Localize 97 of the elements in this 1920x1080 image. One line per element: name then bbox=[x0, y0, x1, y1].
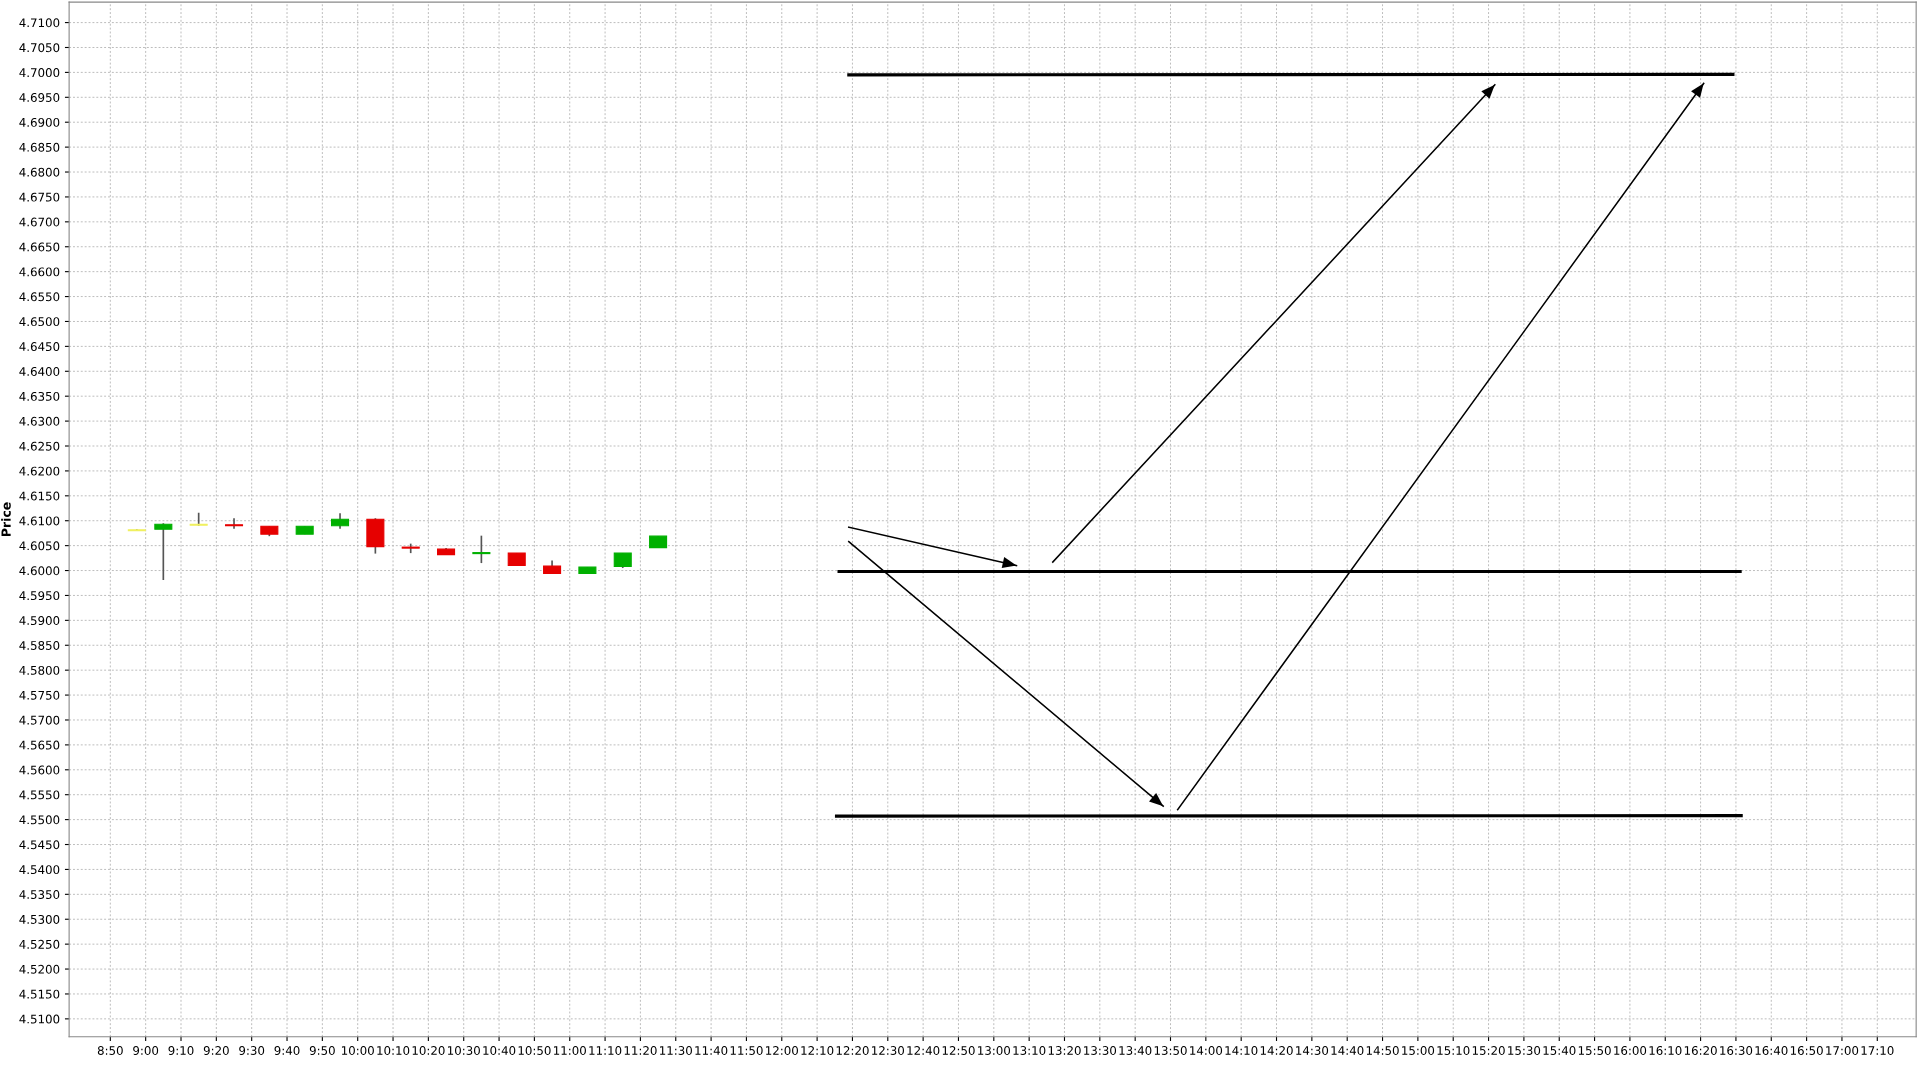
x-tick-label: 12:40 bbox=[907, 1046, 940, 1055]
x-tick-label: 9:50 bbox=[309, 1046, 335, 1055]
x-tick-label: 13:10 bbox=[1013, 1046, 1046, 1055]
y-tick-label: 4.7000 bbox=[19, 68, 60, 78]
y-tick-label: 4.5550 bbox=[19, 790, 60, 800]
candlestick bbox=[472, 534, 491, 564]
y-tick-label: 4.5850 bbox=[19, 640, 60, 650]
y-tick-label: 4.6050 bbox=[19, 541, 60, 551]
y-tick-label: 4.6250 bbox=[19, 441, 60, 451]
y-tick-label: 4.7050 bbox=[19, 43, 60, 53]
y-tick-label: 4.5200 bbox=[19, 964, 60, 974]
y-tick-label: 4.5250 bbox=[19, 939, 60, 949]
y-tick-label: 4.6850 bbox=[19, 142, 60, 152]
y-tick-label: 4.6650 bbox=[19, 242, 60, 252]
x-tick-label: 12:50 bbox=[942, 1046, 975, 1055]
y-tick-label: 4.5500 bbox=[19, 815, 60, 825]
y-tick-label: 4.6550 bbox=[19, 292, 60, 302]
y-tick-label: 4.6950 bbox=[19, 93, 60, 102]
x-tick-label: 15:50 bbox=[1578, 1046, 1611, 1055]
x-tick-label: 15:20 bbox=[1472, 1046, 1505, 1055]
x-tick-label: 16:20 bbox=[1684, 1046, 1717, 1055]
x-tick-label: 12:30 bbox=[872, 1046, 905, 1055]
y-tick-label: 4.6800 bbox=[19, 167, 60, 177]
x-tick-label: 10:30 bbox=[448, 1046, 480, 1055]
y-tick-label: 4.6750 bbox=[19, 192, 60, 202]
y-tick-label: 4.6600 bbox=[19, 267, 60, 277]
x-tick-label: 12:00 bbox=[766, 1046, 798, 1055]
x-tick-label: 14:50 bbox=[1366, 1046, 1399, 1055]
x-tick-label: 15:10 bbox=[1437, 1046, 1470, 1055]
y-tick-label: 4.5450 bbox=[19, 840, 60, 850]
x-tick-label: 15:40 bbox=[1543, 1046, 1576, 1055]
y-tick-label: 4.5350 bbox=[19, 890, 60, 899]
x-tick-label: 16:10 bbox=[1649, 1046, 1682, 1055]
y-tick-label: 4.5100 bbox=[19, 1014, 60, 1024]
x-tick-label: 12:20 bbox=[836, 1046, 869, 1055]
x-tick-label: 16:40 bbox=[1755, 1046, 1788, 1055]
y-tick-label: 4.6500 bbox=[19, 317, 60, 327]
x-tick-label: 14:30 bbox=[1296, 1046, 1329, 1055]
y-tick-label: 4.5750 bbox=[19, 690, 60, 700]
y-tick-label: 4.5600 bbox=[19, 765, 60, 775]
candlestick bbox=[154, 522, 173, 581]
x-tick-label: 10:10 bbox=[377, 1046, 410, 1055]
y-tick-label: 4.6100 bbox=[19, 516, 60, 526]
y-tick-label: 4.5700 bbox=[19, 715, 60, 725]
y-tick-label: 4.6150 bbox=[19, 491, 60, 501]
x-tick-label: 9:20 bbox=[203, 1046, 229, 1055]
x-tick-label: 17:00 bbox=[1826, 1046, 1859, 1055]
x-tick-label: 17:10 bbox=[1861, 1046, 1894, 1055]
x-tick-label: 13:00 bbox=[978, 1046, 1011, 1055]
y-tick-label: 4.5950 bbox=[19, 591, 60, 601]
x-tick-label: 11:10 bbox=[589, 1046, 622, 1055]
x-tick-label: 13:20 bbox=[1048, 1046, 1081, 1055]
x-tick-label: 9:10 bbox=[168, 1046, 194, 1055]
y-tick-label: 4.6300 bbox=[19, 416, 60, 426]
y-tick-label: 4.5400 bbox=[19, 865, 60, 875]
y-tick-label: 4.6350 bbox=[19, 391, 60, 401]
x-tick-label: 10:00 bbox=[341, 1046, 374, 1055]
y-tick-label: 4.7100 bbox=[19, 18, 60, 28]
x-tick-label: 14:00 bbox=[1190, 1046, 1223, 1055]
x-tick-label: 16:00 bbox=[1614, 1046, 1647, 1055]
x-tick-label: 13:50 bbox=[1154, 1046, 1187, 1055]
x-tick-label: 14:40 bbox=[1331, 1046, 1364, 1055]
x-tick-label: 11:20 bbox=[624, 1046, 657, 1055]
y-axis-title: Price bbox=[1, 502, 11, 537]
y-tick-label: 4.6400 bbox=[19, 367, 60, 376]
y-tick-label: 4.5900 bbox=[19, 616, 60, 626]
x-tick-label: 11:50 bbox=[730, 1046, 763, 1055]
y-tick-label: 4.6900 bbox=[19, 117, 60, 127]
y-tick-label: 4.5800 bbox=[19, 665, 60, 675]
x-tick-label: 9:40 bbox=[274, 1046, 300, 1055]
x-tick-label: 11:30 bbox=[660, 1046, 692, 1055]
x-tick-label: 8:50 bbox=[97, 1046, 123, 1055]
candlestick bbox=[189, 511, 208, 527]
x-tick-label: 9:00 bbox=[133, 1046, 159, 1055]
x-tick-label: 14:20 bbox=[1260, 1046, 1293, 1055]
x-tick-label: 16:50 bbox=[1790, 1046, 1823, 1055]
x-tick-label: 13:30 bbox=[1084, 1046, 1117, 1055]
y-tick-label: 4.6200 bbox=[19, 466, 60, 476]
x-tick-label: 13:40 bbox=[1119, 1046, 1152, 1055]
y-tick-label: 4.6000 bbox=[19, 566, 60, 576]
x-tick-label: 14:10 bbox=[1225, 1046, 1258, 1055]
x-tick-label: 10:50 bbox=[518, 1046, 551, 1055]
x-tick-label: 15:30 bbox=[1508, 1046, 1541, 1055]
y-tick-label: 4.6700 bbox=[19, 217, 60, 227]
x-tick-label: 10:20 bbox=[412, 1046, 445, 1055]
x-tick-label: 16:30 bbox=[1720, 1046, 1753, 1055]
y-tick-label: 4.5300 bbox=[19, 914, 60, 924]
x-tick-label: 9:30 bbox=[239, 1046, 265, 1055]
x-tick-label: 11:00 bbox=[554, 1046, 586, 1055]
x-tick-label: 11:40 bbox=[695, 1046, 728, 1055]
y-tick-label: 4.5150 bbox=[19, 989, 60, 999]
x-tick-label: 12:10 bbox=[801, 1046, 834, 1055]
candlestick bbox=[224, 517, 244, 530]
x-tick-label: 15:00 bbox=[1402, 1046, 1435, 1055]
y-tick-label: 4.6450 bbox=[19, 342, 60, 352]
x-tick-label: 10:40 bbox=[483, 1046, 516, 1055]
y-tick-label: 4.5650 bbox=[19, 740, 60, 750]
